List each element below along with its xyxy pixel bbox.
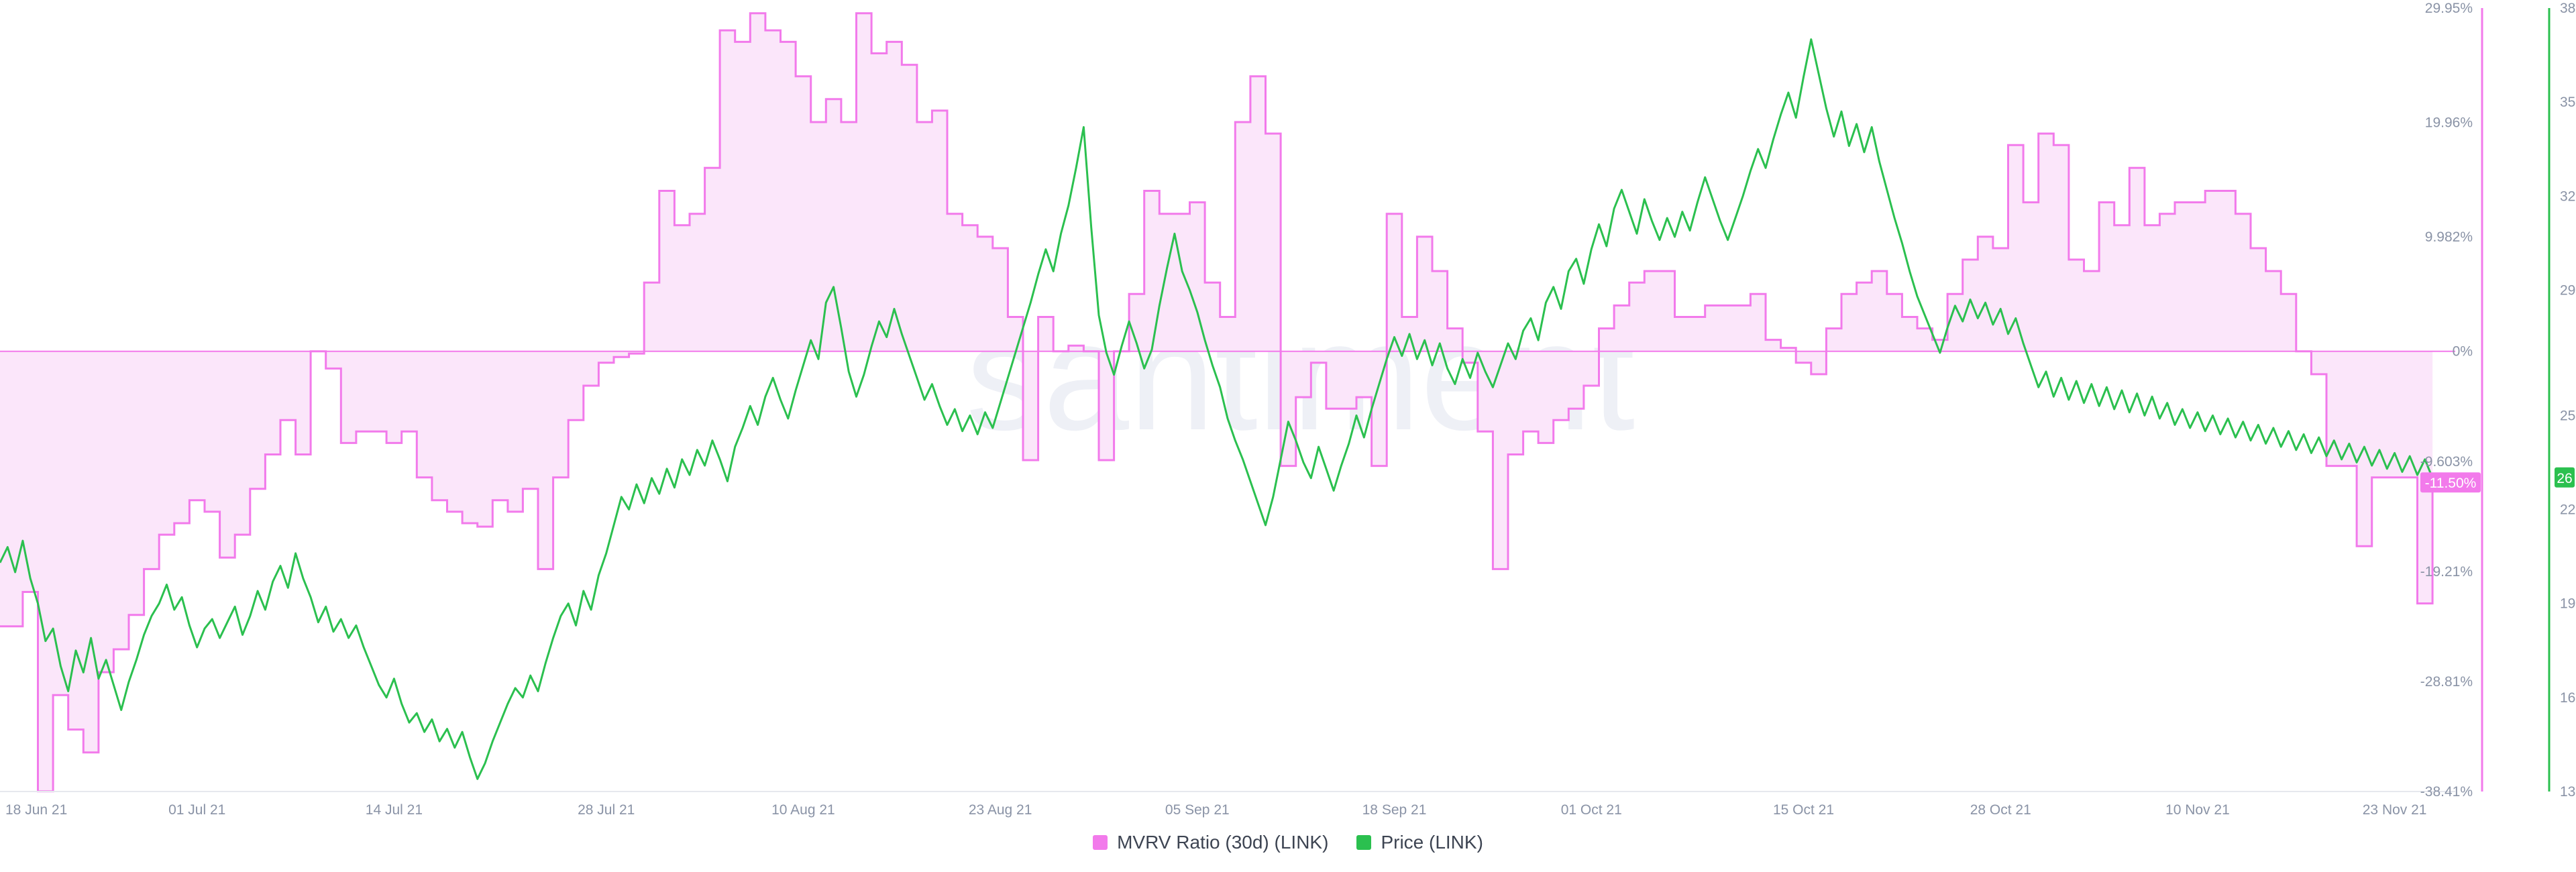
price-tick-label: 29 [2560, 282, 2575, 298]
mvrv-area [0, 13, 2433, 792]
legend-label-mvrv: MVRV Ratio (30d) (LINK) [1117, 832, 1329, 853]
price-current-badge [2555, 467, 2575, 488]
mvrv-current-badge [2420, 472, 2481, 493]
x-tick-label: 01 Oct 21 [1561, 802, 1622, 818]
x-tick-label: 23 Nov 21 [2363, 802, 2427, 818]
mvrv-line [0, 12, 2434, 793]
mvrv-tick-label: 29.95% [2425, 1, 2473, 16]
mvrv-axis: 29.95% 19.96% 9.982% 0% -9.603% -19.21% -28.81… [2420, 1, 2483, 800]
mvrv-tick-label: -9.603% [2420, 454, 2473, 470]
x-tick-label: 28 Jul 21 [578, 802, 635, 818]
price-tick-label: 13 [2560, 784, 2575, 800]
mvrv-tick-label: -28.81% [2420, 674, 2473, 690]
x-tick-label: 10 Nov 21 [2165, 802, 2230, 818]
mvrv-swatch-icon [1093, 835, 1108, 850]
price-current-badge-text: 26 [2557, 471, 2572, 486]
x-tick-label: 23 Aug 21 [969, 802, 1032, 818]
x-tick-label: 14 Jul 21 [366, 802, 423, 818]
x-tick-label: 15 Oct 21 [1773, 802, 1834, 818]
x-tick-label: 18 Sep 21 [1362, 802, 1427, 818]
mvrv-line-layer [0, 12, 2434, 793]
price-tick-label: 22 [2560, 502, 2575, 518]
price-line-layer [0, 38, 2434, 780]
mvrv-tick-label: -19.21% [2420, 564, 2473, 580]
mvrv-fill-layer [0, 13, 2433, 792]
price-tick-label: 35 [2560, 95, 2575, 110]
price-tick-label: 25 [2560, 408, 2575, 423]
legend-label-price: Price (LINK) [1381, 832, 1483, 853]
x-tick-label: 10 Aug 21 [771, 802, 835, 818]
legend-item-mvrv[interactable]: MVRV Ratio (30d) (LINK) [1093, 832, 1328, 853]
x-tick-label: 18 Jun 21 [5, 802, 67, 818]
x-axis: 18 Jun 21 01 Jul 21 14 Jul 21 28 Jul 21 10 A… [0, 791, 2455, 818]
mvrv-tick-label: 9.982% [2425, 229, 2473, 245]
price-tick-label: 32 [2560, 188, 2575, 204]
price-tick-label: 16 [2560, 690, 2575, 706]
x-tick-label: 01 Jul 21 [168, 802, 225, 818]
value-badges: 26 -11.50% [2420, 467, 2575, 493]
price-tick-label: 19 [2560, 596, 2575, 612]
legend: MVRV Ratio (30d) (LINK) Price (LINK) [0, 832, 2576, 853]
mvrv-current-badge-text: -11.50% [2425, 476, 2477, 491]
mvrv-tick-label: -38.41% [2420, 784, 2473, 800]
price-tick-label: 38 [2560, 1, 2575, 16]
mvrv-tick-label: 19.96% [2425, 115, 2473, 131]
x-tick-label: 28 Oct 21 [1970, 802, 2031, 818]
price-swatch-icon [1356, 835, 1372, 850]
mvrv-tick-label: 0% [2453, 344, 2473, 360]
price-line [0, 38, 2434, 780]
legend-item-price[interactable]: Price (LINK) [1356, 832, 1483, 853]
x-tick-label: 05 Sep 21 [1165, 802, 1230, 818]
price-axis: 38 35 32 29 25 22 19 16 13 [2548, 1, 2575, 800]
